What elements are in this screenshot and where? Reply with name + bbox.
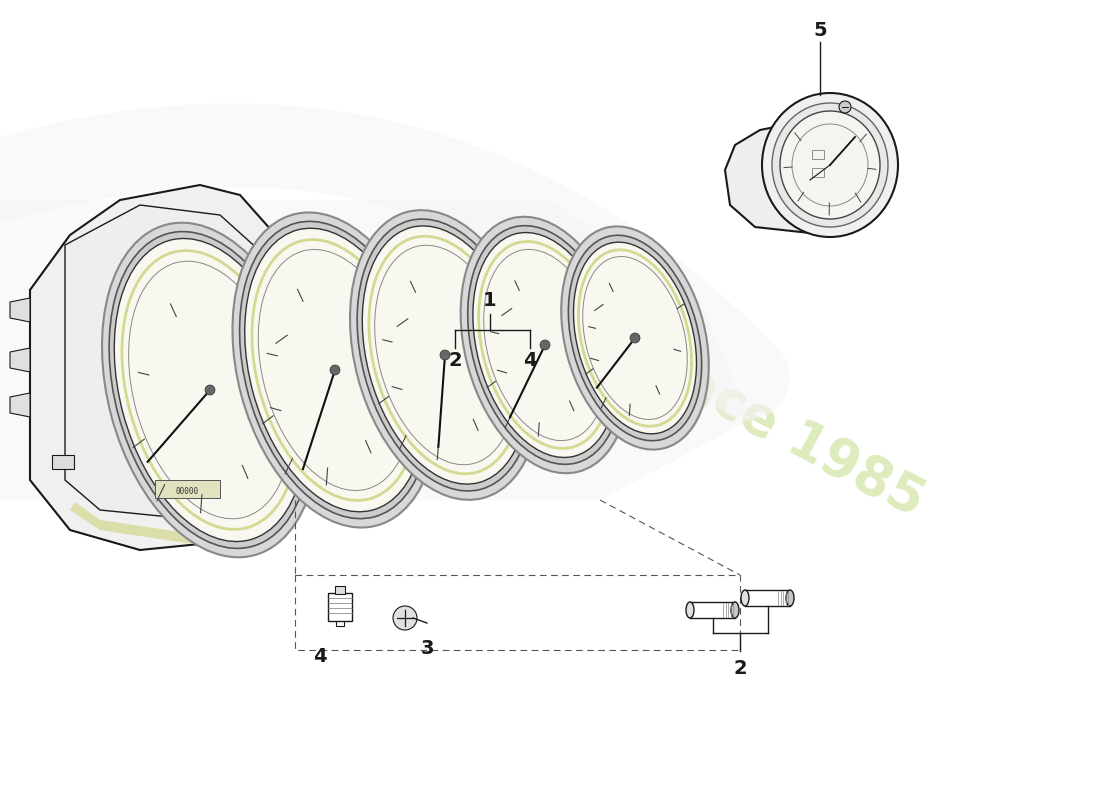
Bar [295,575,740,650]
Ellipse shape [461,217,629,474]
Ellipse shape [573,242,696,434]
Ellipse shape [107,229,319,558]
Polygon shape [30,235,140,550]
Bar [336,586,345,594]
Ellipse shape [732,602,739,618]
Ellipse shape [741,590,749,606]
Polygon shape [70,500,295,545]
Bar [52,455,74,469]
Ellipse shape [102,222,318,558]
Text: 00000: 00000 [175,487,199,497]
Ellipse shape [362,226,528,484]
Ellipse shape [440,350,450,360]
Ellipse shape [780,111,880,219]
Ellipse shape [786,590,794,606]
Text: since 1985: since 1985 [627,332,933,528]
Circle shape [839,101,851,113]
Ellipse shape [358,219,532,491]
FancyArrowPatch shape [2,145,748,378]
Bar [328,593,352,621]
Ellipse shape [330,365,340,375]
Ellipse shape [232,213,438,527]
Text: 3: 3 [420,638,433,658]
Polygon shape [10,348,30,372]
Ellipse shape [566,232,710,450]
Ellipse shape [244,228,426,512]
Ellipse shape [240,222,430,518]
Text: 1: 1 [483,290,497,310]
Polygon shape [10,393,30,417]
Text: 4: 4 [314,646,327,666]
Ellipse shape [630,333,640,343]
Ellipse shape [772,103,888,227]
Ellipse shape [540,340,550,350]
Ellipse shape [465,222,630,474]
Ellipse shape [762,93,898,237]
Polygon shape [10,298,30,322]
Text: 5: 5 [813,21,827,39]
Ellipse shape [569,235,702,441]
Ellipse shape [114,238,306,542]
Ellipse shape [350,210,540,500]
Bar [812,150,824,159]
Ellipse shape [468,226,623,464]
Polygon shape [725,120,845,233]
Ellipse shape [355,216,541,500]
Polygon shape [0,200,750,500]
Ellipse shape [205,385,214,395]
Ellipse shape [561,226,708,450]
Ellipse shape [686,602,694,618]
Ellipse shape [473,233,617,458]
Ellipse shape [109,231,311,549]
Ellipse shape [238,218,439,527]
Text: 2: 2 [448,350,462,370]
Polygon shape [65,205,280,520]
Bar [155,480,220,498]
Text: 4: 4 [524,350,537,370]
Text: e: e [657,344,703,396]
Polygon shape [30,185,295,550]
Circle shape [393,606,417,630]
Text: 2: 2 [734,658,747,678]
Bar [812,168,824,177]
